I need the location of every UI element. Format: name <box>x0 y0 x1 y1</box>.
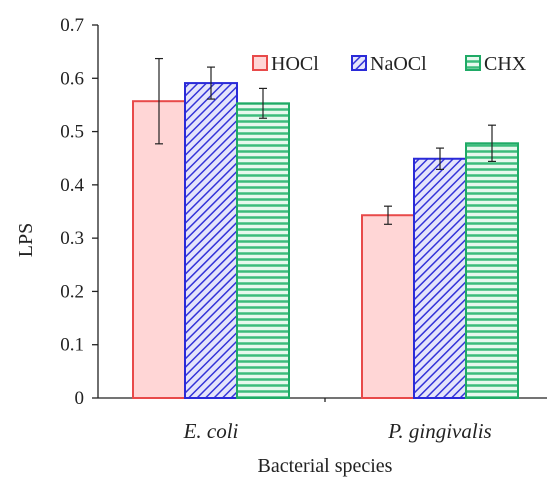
legend-label-hocl: HOCl <box>271 53 319 75</box>
bar-chx-1 <box>465 142 519 399</box>
bar-chx-0 <box>236 102 290 400</box>
legend-swatch-chx <box>465 55 481 71</box>
y-tick-label: 0.6 <box>60 68 84 89</box>
y-tick-label: 0.4 <box>60 175 84 196</box>
legend-swatch-hocl <box>252 55 268 71</box>
x-axis-title: Bacterial species <box>258 455 393 477</box>
bar-hocl-0 <box>132 100 186 399</box>
y-axis-title: LPS <box>15 223 37 257</box>
x-category-label: E. coli <box>183 419 239 443</box>
y-tick-label: 0.5 <box>60 122 84 143</box>
x-category-label: P. gingivalis <box>387 419 491 443</box>
y-tick-label: 0.7 <box>60 15 84 36</box>
legend-swatch-naocl <box>351 55 367 71</box>
legend-label-chx: CHX <box>484 53 527 75</box>
bar-hocl-1 <box>361 214 415 399</box>
y-tick-label: 0 <box>75 388 85 409</box>
bar-naocl-1 <box>413 157 467 399</box>
y-tick-label: 0.3 <box>60 228 84 249</box>
legend-label-naocl: NaOCl <box>370 53 427 75</box>
y-tick-label: 0.1 <box>60 335 84 356</box>
y-tick-label: 0.2 <box>60 281 84 302</box>
bar-naocl-0 <box>184 82 238 400</box>
